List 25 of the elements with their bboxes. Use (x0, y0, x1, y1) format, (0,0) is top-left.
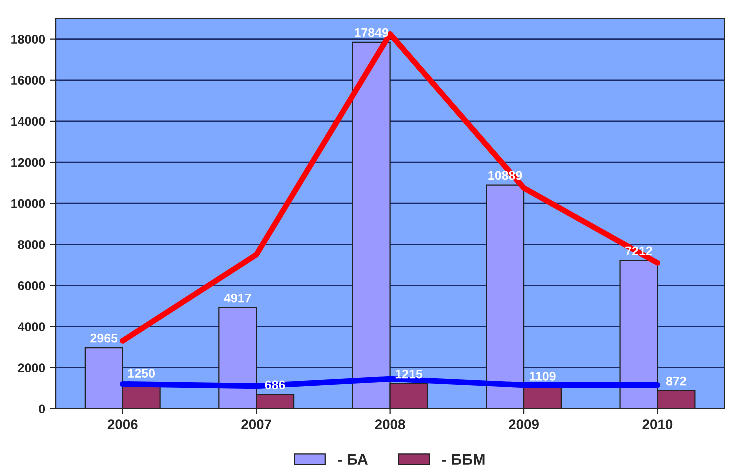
data-label: 872 (666, 376, 686, 386)
data-label: 2965 (90, 334, 118, 343)
y-tick-label: 0 (39, 404, 46, 414)
y-tick-label: 12000 (12, 158, 46, 168)
data-label: 1250 (128, 369, 155, 378)
x-tick-label: 2006 (108, 420, 138, 430)
y-tick-label: 6000 (18, 282, 46, 290)
data-label: 4917 (224, 294, 252, 303)
x-tick-label: 2009 (509, 420, 539, 430)
y-tick-label: 18000 (12, 35, 46, 44)
data-label: 686 (265, 380, 286, 390)
y-tick-label: 4000 (18, 322, 46, 332)
data-label: 17849 (354, 28, 389, 38)
legend-label: - БА (338, 454, 368, 465)
x-tick-label: 2008 (375, 420, 406, 430)
y-tick-label: 8000 (18, 240, 46, 250)
y-tick-label: 14000 (12, 117, 46, 126)
y-tick-label: 10000 (12, 199, 46, 208)
y-tick-label: 16000 (12, 76, 46, 86)
legend-label: - ББМ (442, 454, 485, 465)
x-tick-label: 2007 (242, 420, 272, 430)
data-label: 1109 (530, 372, 556, 381)
x-tick-label: 2010 (642, 420, 673, 430)
data-label: 1215 (396, 370, 423, 379)
y-tick-label: 2000 (18, 364, 46, 372)
